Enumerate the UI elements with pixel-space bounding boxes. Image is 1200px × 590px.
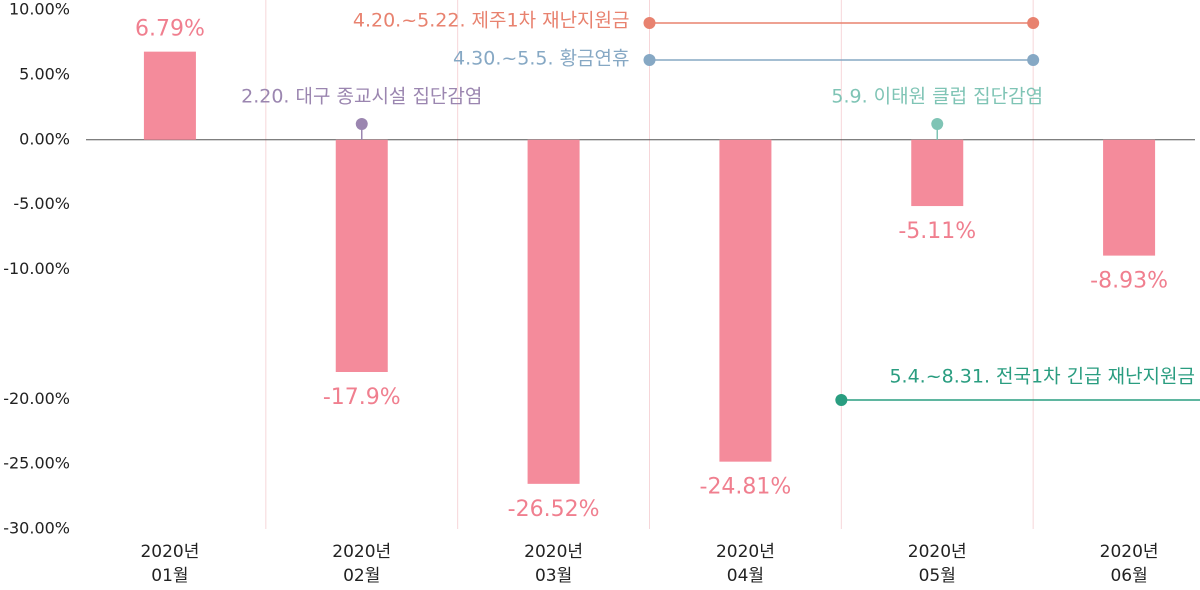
annotation-dot <box>1027 54 1040 66</box>
annotation-text: 2.20. 대구 종교시설 집단감염 <box>241 86 482 108</box>
y-tick-label: -5.00% <box>13 194 70 213</box>
x-tick-label: 2020년 06월 <box>1099 542 1159 586</box>
annotation-text: 4.20.~5.22. 제주1차 재난지원금 <box>353 10 630 32</box>
value-label: -17.9% <box>323 385 401 410</box>
value-label: -5.11% <box>898 219 976 244</box>
bar <box>527 139 580 484</box>
y-tick-label: -10.00% <box>3 259 70 278</box>
annotation-text: 4.30.~5.5. 황금연휴 <box>453 48 629 70</box>
bar <box>719 139 772 462</box>
y-tick-label: 10.00% <box>9 0 70 19</box>
annotation-dot <box>643 54 656 66</box>
value-label: -26.52% <box>508 497 600 522</box>
y-tick-label: -20.00% <box>3 389 70 408</box>
x-tick-label: 2020년 02월 <box>332 542 392 586</box>
y-tick-label: -25.00% <box>3 454 70 473</box>
value-label: -8.93% <box>1090 269 1168 294</box>
value-label: 6.79% <box>135 17 205 42</box>
bar <box>911 139 964 207</box>
y-tick-label: 0.00% <box>19 129 70 148</box>
y-tick-label: 5.00% <box>19 64 70 83</box>
annotation-dot <box>355 118 368 130</box>
annotation-dot <box>835 394 848 406</box>
bar <box>143 51 196 140</box>
x-tick-label: 2020년 03월 <box>524 542 584 586</box>
value-label: -24.81% <box>700 475 792 500</box>
annotation-text: 5.4.~8.31. 전국1차 긴급 재난지원금 <box>889 366 1195 388</box>
annotation-dot <box>643 17 656 29</box>
bar <box>1103 139 1156 256</box>
annotation-text: 5.9. 이태원 클럽 집단감염 <box>831 86 1043 108</box>
x-tick-label: 2020년 01월 <box>140 542 200 586</box>
annotation-dot <box>1027 17 1040 29</box>
annotation-dot <box>931 118 944 130</box>
y-tick-label: -30.00% <box>3 519 70 538</box>
bar <box>335 139 388 373</box>
x-tick-label: 2020년 05월 <box>907 542 967 586</box>
x-tick-label: 2020년 04월 <box>715 542 775 586</box>
